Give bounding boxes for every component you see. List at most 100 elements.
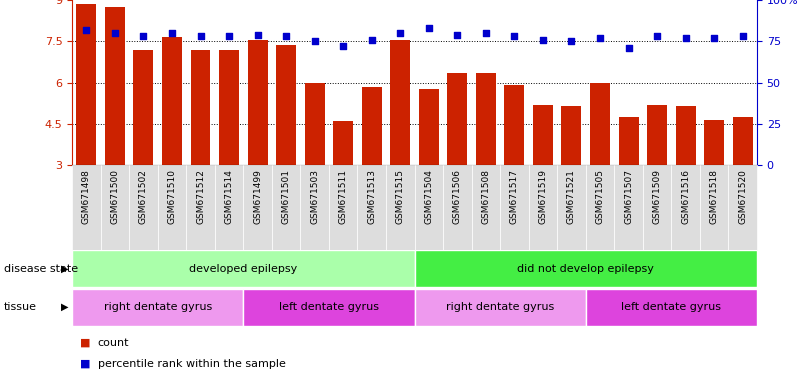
Text: GSM671501: GSM671501 [282, 169, 291, 224]
FancyBboxPatch shape [386, 165, 415, 250]
Text: GSM671518: GSM671518 [710, 169, 718, 224]
Bar [533, 104, 553, 165]
Point [422, 25, 435, 31]
Text: GSM671521: GSM671521 [567, 169, 576, 224]
Text: GSM671506: GSM671506 [453, 169, 462, 224]
Text: right dentate gyrus: right dentate gyrus [446, 302, 554, 312]
Bar [704, 120, 724, 165]
FancyBboxPatch shape [300, 165, 329, 250]
Text: percentile rank within the sample: percentile rank within the sample [98, 359, 286, 369]
Text: GSM671498: GSM671498 [82, 169, 91, 224]
Bar [390, 40, 410, 165]
Bar [590, 83, 610, 165]
Text: GSM671507: GSM671507 [624, 169, 633, 224]
Text: GSM671519: GSM671519 [538, 169, 547, 224]
Bar [191, 50, 211, 165]
FancyBboxPatch shape [244, 289, 415, 326]
Bar [76, 4, 96, 165]
Text: GSM671508: GSM671508 [481, 169, 490, 224]
Text: GSM671504: GSM671504 [425, 169, 433, 224]
Bar [647, 104, 667, 165]
Point [252, 31, 264, 38]
Point [650, 33, 663, 40]
Text: GSM671500: GSM671500 [111, 169, 119, 224]
Text: GSM671511: GSM671511 [339, 169, 348, 224]
Bar [219, 50, 239, 165]
Bar [447, 73, 467, 165]
Bar [476, 73, 496, 165]
FancyBboxPatch shape [586, 165, 614, 250]
FancyBboxPatch shape [728, 165, 757, 250]
FancyBboxPatch shape [529, 165, 557, 250]
FancyBboxPatch shape [700, 165, 728, 250]
Bar [134, 50, 154, 165]
Point [166, 30, 179, 36]
FancyBboxPatch shape [272, 165, 300, 250]
Bar [276, 45, 296, 165]
FancyBboxPatch shape [472, 165, 500, 250]
FancyBboxPatch shape [244, 165, 272, 250]
FancyBboxPatch shape [642, 165, 671, 250]
Bar [505, 85, 525, 165]
Bar [162, 37, 182, 165]
FancyBboxPatch shape [415, 289, 586, 326]
Bar [675, 106, 695, 165]
FancyBboxPatch shape [614, 165, 642, 250]
Text: GSM671514: GSM671514 [224, 169, 234, 224]
Point [679, 35, 692, 41]
Point [223, 33, 235, 40]
FancyBboxPatch shape [129, 165, 158, 250]
FancyBboxPatch shape [186, 165, 215, 250]
Point [622, 45, 635, 51]
Text: GSM671505: GSM671505 [595, 169, 605, 224]
FancyBboxPatch shape [215, 165, 244, 250]
Point [594, 35, 606, 41]
FancyBboxPatch shape [500, 165, 529, 250]
Text: count: count [98, 338, 129, 348]
Point [80, 26, 93, 33]
Text: GSM671515: GSM671515 [396, 169, 405, 224]
Point [280, 33, 292, 40]
Bar [304, 83, 324, 165]
Text: disease state: disease state [4, 264, 78, 274]
Point [565, 38, 578, 44]
Bar [419, 89, 439, 165]
FancyBboxPatch shape [415, 250, 757, 287]
FancyBboxPatch shape [329, 165, 357, 250]
Text: right dentate gyrus: right dentate gyrus [103, 302, 211, 312]
Text: GSM671520: GSM671520 [739, 169, 747, 224]
Point [108, 30, 121, 36]
FancyBboxPatch shape [72, 165, 101, 250]
Point [508, 33, 521, 40]
Text: GSM671513: GSM671513 [367, 169, 376, 224]
Text: GSM671499: GSM671499 [253, 169, 262, 224]
Point [194, 33, 207, 40]
Text: left dentate gyrus: left dentate gyrus [279, 302, 379, 312]
FancyBboxPatch shape [443, 165, 472, 250]
Bar [248, 40, 268, 165]
Point [336, 43, 349, 49]
Point [451, 31, 464, 38]
Text: GSM671512: GSM671512 [196, 169, 205, 224]
Text: GSM671502: GSM671502 [139, 169, 148, 224]
Text: GSM671517: GSM671517 [510, 169, 519, 224]
Text: developed epilepsy: developed epilepsy [189, 264, 297, 274]
Text: ■: ■ [80, 359, 91, 369]
Text: ■: ■ [80, 338, 91, 348]
FancyBboxPatch shape [586, 289, 757, 326]
FancyBboxPatch shape [415, 165, 443, 250]
FancyBboxPatch shape [72, 289, 244, 326]
Bar [562, 106, 582, 165]
Text: GSM671516: GSM671516 [681, 169, 690, 224]
Point [480, 30, 493, 36]
FancyBboxPatch shape [357, 165, 386, 250]
Text: did not develop epilepsy: did not develop epilepsy [517, 264, 654, 274]
Point [365, 36, 378, 43]
Point [537, 36, 549, 43]
Bar [362, 87, 382, 165]
Text: GSM671510: GSM671510 [167, 169, 176, 224]
Bar [333, 121, 353, 165]
Bar [105, 7, 125, 165]
Bar [618, 117, 638, 165]
Point [137, 33, 150, 40]
